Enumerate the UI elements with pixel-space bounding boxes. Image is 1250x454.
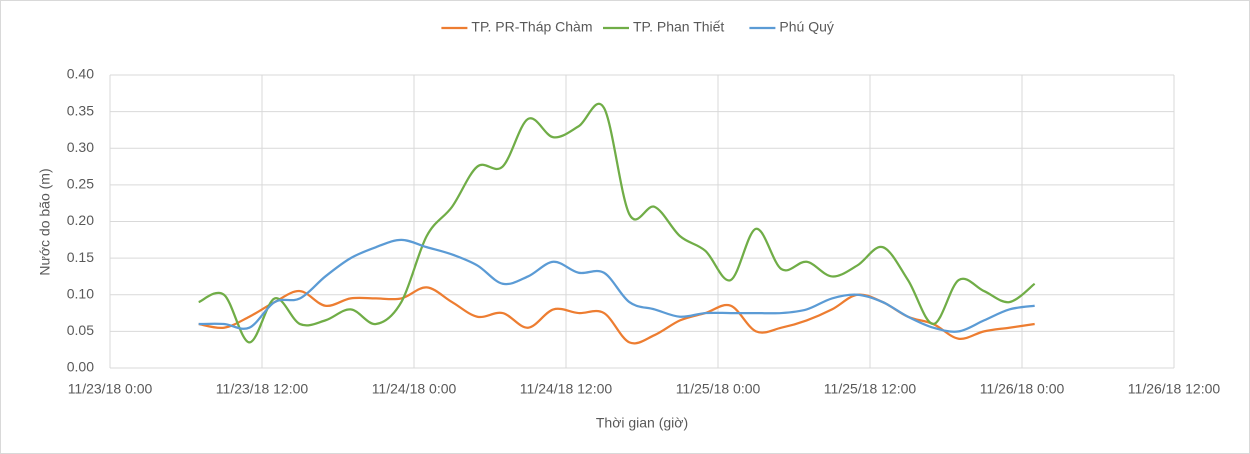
y-tick-label: 0.30 bbox=[67, 139, 94, 155]
x-tick-label: 11/25/18 0:00 bbox=[676, 381, 761, 397]
x-axis-title: Thời gian (giờ) bbox=[596, 415, 688, 431]
x-tick-label: 11/23/18 0:00 bbox=[68, 381, 153, 397]
series-line bbox=[198, 102, 1036, 344]
x-tick-label: 11/24/18 12:00 bbox=[520, 381, 613, 397]
y-tick-label: 0.05 bbox=[67, 322, 94, 338]
x-tick-label: 11/25/18 12:00 bbox=[824, 381, 917, 397]
y-axis-title: Nước do bão (m) bbox=[37, 168, 53, 275]
series-line bbox=[198, 238, 1035, 333]
legend-label: TP. Phan Thiết bbox=[633, 19, 724, 35]
x-tick-label: 11/26/18 0:00 bbox=[980, 381, 1065, 397]
x-tick-label: 11/23/18 12:00 bbox=[216, 381, 309, 397]
legend-label: Phú Quý bbox=[779, 19, 833, 35]
y-tick-label: 0.40 bbox=[67, 66, 94, 82]
y-tick-label: 0.35 bbox=[67, 102, 94, 118]
x-tick-label: 11/24/18 0:00 bbox=[372, 381, 457, 397]
y-tick-label: 0.10 bbox=[67, 285, 94, 301]
y-tick-label: 0.25 bbox=[67, 176, 94, 192]
x-tick-label: 11/26/18 12:00 bbox=[1128, 381, 1221, 397]
y-tick-label: 0.20 bbox=[67, 212, 94, 228]
y-tick-label: 0.15 bbox=[67, 249, 94, 265]
y-tick-label: 0.00 bbox=[67, 359, 94, 375]
legend-label: TP. PR-Tháp Chàm bbox=[471, 19, 592, 35]
